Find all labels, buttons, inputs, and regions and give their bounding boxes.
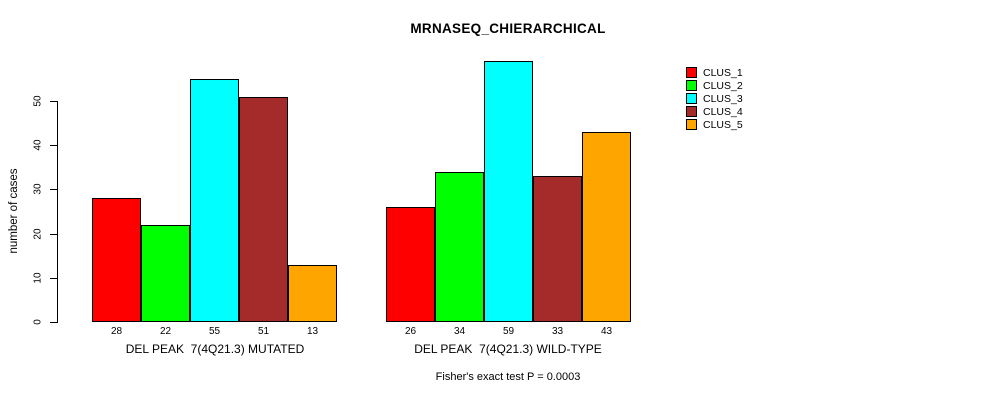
y-tick bbox=[50, 145, 57, 147]
bar-clus_1-mutated bbox=[92, 198, 141, 322]
legend-swatch-clus_2 bbox=[686, 80, 697, 91]
y-tick-label: 0 bbox=[32, 319, 44, 325]
bar-clus_3-wild-type bbox=[484, 61, 533, 322]
legend-swatch-clus_4 bbox=[686, 106, 697, 117]
legend-label: CLUS_1 bbox=[703, 67, 743, 79]
legend-label: CLUS_4 bbox=[703, 106, 743, 118]
bar-value-label: 55 bbox=[208, 326, 221, 337]
y-tick-label: 20 bbox=[32, 228, 44, 240]
x-axis-label-mutated: DEL PEAK 7(4Q21.3) MUTATED bbox=[125, 342, 305, 356]
y-axis bbox=[57, 101, 58, 323]
annotation-fisher-test: Fisher's exact test P = 0.0003 bbox=[435, 371, 581, 383]
bar-clus_1-wild-type bbox=[386, 207, 435, 322]
legend-swatch-clus_5 bbox=[686, 119, 697, 130]
y-tick bbox=[50, 233, 57, 235]
legend-label: CLUS_3 bbox=[703, 93, 743, 105]
y-tick bbox=[50, 277, 57, 279]
bar-value-label: 51 bbox=[257, 326, 270, 337]
y-tick-label: 50 bbox=[32, 95, 44, 107]
bar-clus_2-mutated bbox=[141, 225, 190, 322]
y-tick-label: 10 bbox=[32, 272, 44, 284]
y-tick-label: 30 bbox=[32, 183, 44, 195]
bar-clus_5-mutated bbox=[288, 265, 337, 322]
bar-value-label: 26 bbox=[404, 326, 417, 337]
bar-value-label: 43 bbox=[600, 326, 613, 337]
bar-value-label: 13 bbox=[306, 326, 319, 337]
legend-swatch-clus_1 bbox=[686, 67, 697, 78]
bar-value-label: 28 bbox=[110, 326, 123, 337]
bar-clus_3-mutated bbox=[190, 79, 239, 322]
y-tick bbox=[50, 189, 57, 191]
bar-clus_4-wild-type bbox=[533, 176, 582, 322]
y-tick bbox=[50, 101, 57, 102]
y-tick bbox=[50, 322, 57, 323]
bar-clus_4-mutated bbox=[239, 97, 288, 322]
bar-clus_5-wild-type bbox=[582, 132, 631, 322]
y-tick-label: 40 bbox=[32, 139, 44, 151]
chart-title: MRNASEQ_CHIERARCHICAL bbox=[410, 21, 606, 36]
legend-label: CLUS_5 bbox=[703, 119, 743, 131]
bar-clus_2-wild-type bbox=[435, 172, 484, 322]
legend-swatch-clus_3 bbox=[686, 93, 697, 104]
bar-value-label: 33 bbox=[551, 326, 564, 337]
x-axis-label-wild-type: DEL PEAK 7(4Q21.3) WILD-TYPE bbox=[414, 342, 602, 356]
bar-value-label: 59 bbox=[502, 326, 515, 337]
bar-value-label: 34 bbox=[453, 326, 466, 337]
bar-value-label: 22 bbox=[159, 326, 172, 337]
legend-label: CLUS_2 bbox=[703, 80, 743, 92]
